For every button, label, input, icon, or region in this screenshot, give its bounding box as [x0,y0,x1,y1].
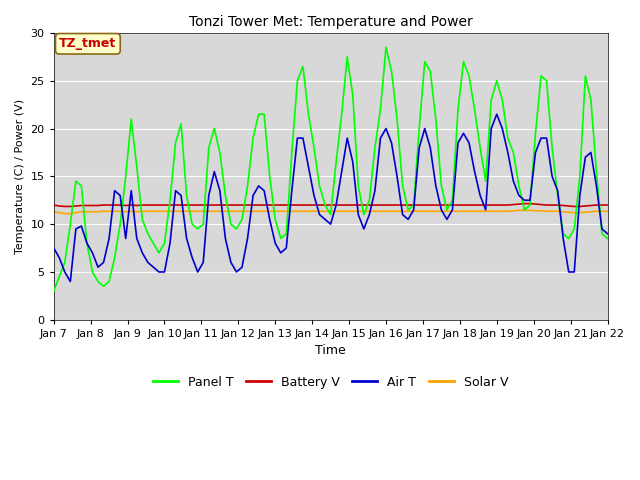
Y-axis label: Temperature (C) / Power (V): Temperature (C) / Power (V) [15,99,25,254]
X-axis label: Time: Time [316,344,346,357]
Title: Tonzi Tower Met: Temperature and Power: Tonzi Tower Met: Temperature and Power [189,15,472,29]
Text: TZ_tmet: TZ_tmet [60,37,116,50]
Legend: Panel T, Battery V, Air T, Solar V: Panel T, Battery V, Air T, Solar V [148,371,513,394]
